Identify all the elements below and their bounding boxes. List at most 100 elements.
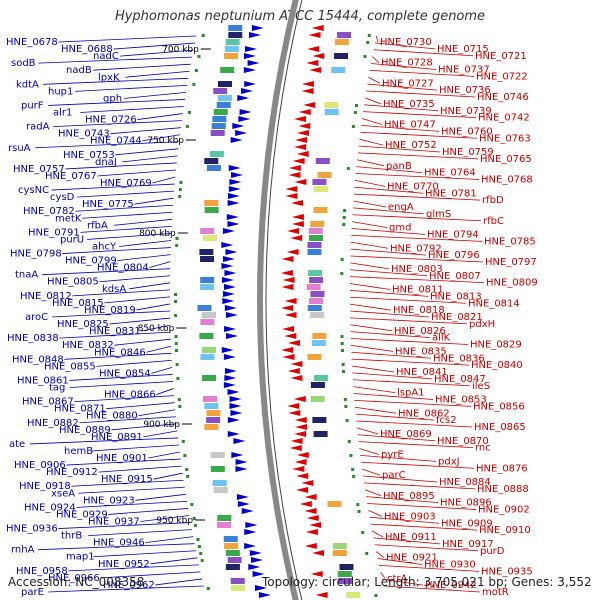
forward-gene-arrow xyxy=(225,249,238,255)
feature-block xyxy=(308,228,323,234)
forward-gene-arrow xyxy=(227,193,240,199)
feature-block xyxy=(204,158,219,164)
feature-block xyxy=(313,431,328,437)
reverse-gene-arrow xyxy=(309,67,322,73)
forward-gene-arrow xyxy=(228,165,241,171)
leader-line xyxy=(82,211,173,219)
gene-label-reverse: HNE_0942 xyxy=(425,580,477,591)
leader-line xyxy=(115,148,179,156)
leader-line xyxy=(352,372,433,380)
reverse-gene-arrow xyxy=(312,53,325,59)
gene-label-forward: HNE_0799 xyxy=(65,256,117,267)
feature-block xyxy=(202,375,217,381)
gene-label-reverse: pdxH xyxy=(469,319,495,330)
forward-gene-arrow xyxy=(228,186,241,192)
reverse-gene-arrow xyxy=(291,214,304,220)
feature-block xyxy=(310,396,325,402)
leader-line xyxy=(354,186,424,194)
reverse-gene-arrow xyxy=(287,403,300,409)
gene-label-forward: HNE_0812 xyxy=(20,291,72,302)
feature-tracks xyxy=(174,25,378,598)
reverse-gene-arrow xyxy=(301,480,314,486)
gene-label-reverse: HNE_0835 xyxy=(395,346,447,357)
feature-block xyxy=(334,53,349,59)
leader-line xyxy=(352,379,471,387)
gene-label-reverse: glmS xyxy=(426,209,451,220)
gene-label-reverse: HNE_0836 xyxy=(433,353,485,364)
gene-label-forward: tnaA xyxy=(15,270,38,281)
gc-dot xyxy=(174,293,178,296)
leader-line xyxy=(352,207,425,215)
forward-gene-arrow xyxy=(244,529,257,535)
feature-block xyxy=(200,354,215,360)
forward-gene-arrow xyxy=(231,172,244,178)
gene-label-forward: HNE_0819 xyxy=(84,305,136,316)
gene-label-forward: ahcY xyxy=(92,241,117,252)
leader-line xyxy=(375,551,385,558)
feature-block xyxy=(307,249,322,255)
feature-block xyxy=(307,242,322,248)
feature-block xyxy=(313,207,328,213)
feature-block xyxy=(313,375,328,381)
leader-line xyxy=(66,458,181,466)
feature-block xyxy=(212,480,227,486)
reverse-gene-arrow xyxy=(312,550,325,556)
leader-line xyxy=(354,399,472,407)
leader-line xyxy=(361,124,440,132)
leader-line xyxy=(355,173,480,180)
reverse-gene-arrow xyxy=(294,459,307,465)
gc-dot xyxy=(178,405,182,408)
gc-dot xyxy=(340,272,344,275)
gene-label-forward: HNE_0923 xyxy=(83,495,135,506)
page-title: Hyphomonas neptunium ATCC 15444, complet… xyxy=(114,9,486,24)
leader-line xyxy=(140,515,190,522)
reverse-gene-arrow xyxy=(284,298,297,304)
leader-line xyxy=(123,92,187,99)
gene-label-reverse: HNE_0797 xyxy=(485,257,537,268)
feature-block xyxy=(223,536,238,542)
reverse-gene-arrow xyxy=(307,46,320,52)
gene-label-forward: HNE_0929 xyxy=(56,509,108,520)
reverse-gene-arrow xyxy=(287,368,300,374)
gene-label-reverse: HNE_0870 xyxy=(437,436,489,447)
leader-line xyxy=(114,218,173,226)
leader-line xyxy=(366,90,476,98)
gene-label-forward: HNE_0726 xyxy=(85,115,137,126)
leader-line xyxy=(96,359,172,367)
feature-block xyxy=(310,291,325,297)
gene-label-forward: HNE_0966 xyxy=(48,573,100,584)
leader-line xyxy=(355,413,435,421)
gc-dot xyxy=(354,104,358,107)
feature-block xyxy=(307,354,322,360)
gene-label-reverse: HNE_0742 xyxy=(478,113,530,124)
leader-line xyxy=(148,451,180,459)
leader-line xyxy=(350,248,427,256)
leader-line xyxy=(382,578,424,586)
gene-label-forward: HNE_0880 xyxy=(86,411,138,422)
leader-line xyxy=(74,395,175,403)
gene-label-reverse: rfbD xyxy=(482,195,504,206)
gc-dot xyxy=(174,314,178,317)
gene-label-forward: HNE_0791 xyxy=(28,227,80,238)
forward-gene-arrow xyxy=(237,501,250,507)
feature-block xyxy=(200,284,215,290)
gene-label-reverse: lspA1 xyxy=(397,388,425,399)
feature-block xyxy=(212,116,227,122)
gene-label-reverse: HNE_0730 xyxy=(380,37,432,48)
leader-line xyxy=(361,461,475,469)
gc-dot xyxy=(340,258,344,261)
gene-label-forward: HNE_0757 xyxy=(13,164,65,175)
gene-label-forward: gph xyxy=(103,93,122,104)
gene-label-forward: sodB xyxy=(11,58,36,69)
leader-line xyxy=(135,493,186,501)
gc-dot xyxy=(340,335,344,338)
gene-label-reverse: HNE_0759 xyxy=(442,147,494,158)
reverse-gene-arrow xyxy=(281,256,294,262)
leader-line xyxy=(71,479,184,487)
gene-label-forward: HNE_0743 xyxy=(58,129,110,140)
leader-line xyxy=(104,296,171,304)
leader-line xyxy=(62,247,171,254)
reverse-gene-arrow xyxy=(309,522,322,528)
leader-line xyxy=(97,169,177,177)
reverse-gene-arrow xyxy=(294,179,307,185)
